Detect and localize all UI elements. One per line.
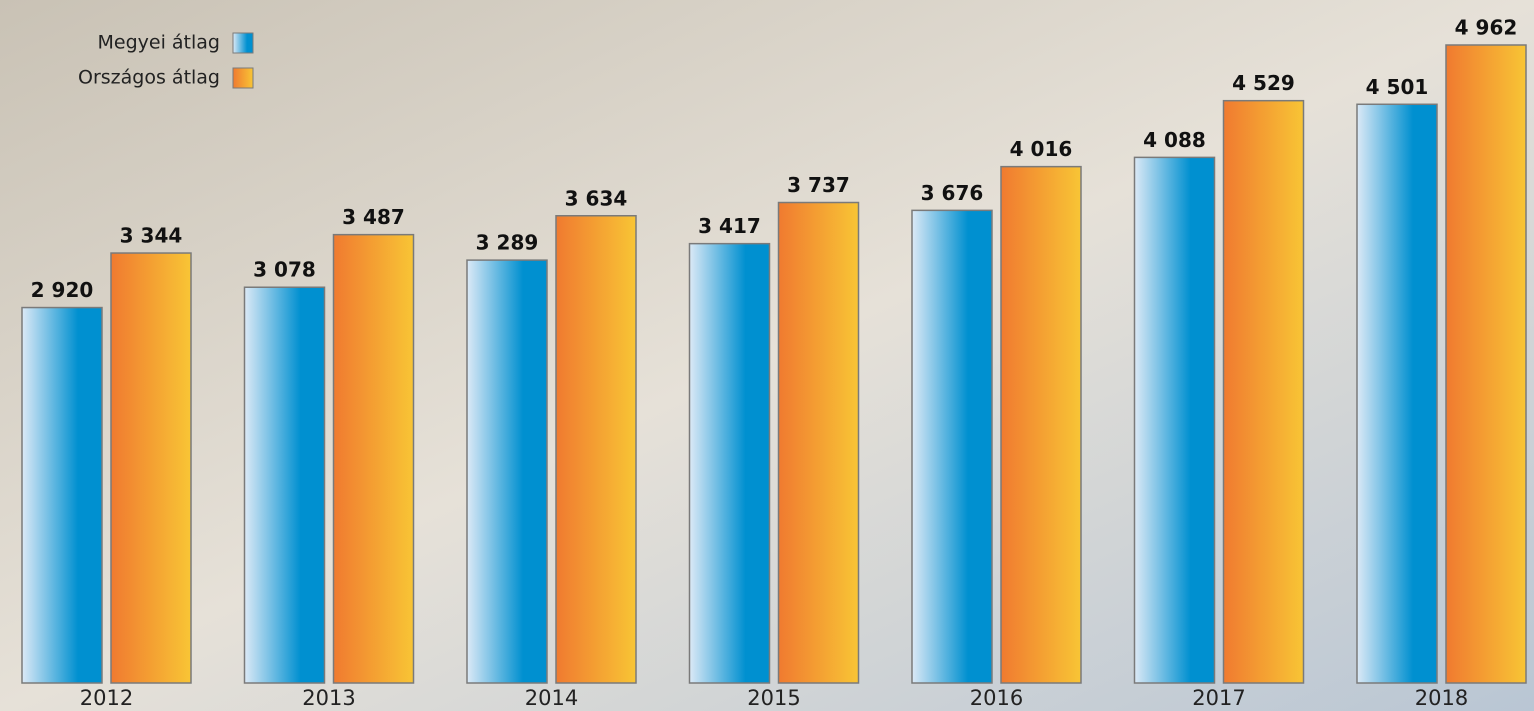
legend-swatch — [232, 67, 254, 89]
bar — [332, 233, 415, 684]
value-label: 4 016 — [1010, 137, 1073, 161]
value-label: 3 634 — [565, 186, 628, 210]
bar — [911, 209, 993, 684]
bar — [243, 286, 326, 684]
x-tick-label: 2015 — [747, 686, 800, 710]
value-label: 2 920 — [31, 278, 94, 302]
legend-label: Országos átlag — [78, 67, 220, 89]
x-tick-label: 2013 — [302, 686, 355, 710]
bar — [21, 306, 103, 684]
bar — [1133, 156, 1216, 684]
value-label: 3 417 — [698, 214, 761, 238]
value-label: 4 088 — [1143, 128, 1206, 152]
legend-swatch — [232, 32, 254, 54]
x-tick-label: 2012 — [80, 686, 133, 710]
legend-label: Megyei átlag — [98, 32, 220, 54]
bar — [466, 259, 548, 684]
x-tick-label: 2017 — [1192, 686, 1245, 710]
value-label: 4 501 — [1366, 75, 1429, 99]
value-label: 3 676 — [921, 181, 984, 205]
bar — [1356, 103, 1438, 684]
bar — [1222, 99, 1305, 684]
value-label: 3 289 — [476, 231, 539, 255]
value-label: 4 962 — [1455, 16, 1518, 40]
value-label: 3 737 — [787, 173, 850, 197]
value-label: 3 344 — [120, 224, 183, 248]
x-tick-label: 2016 — [970, 686, 1023, 710]
bar — [688, 242, 771, 684]
bar — [555, 215, 637, 684]
x-tick-label: 2014 — [525, 686, 578, 710]
bar — [1445, 44, 1527, 684]
bar — [777, 201, 860, 684]
bar — [110, 252, 192, 684]
x-tick-label: 2018 — [1415, 686, 1468, 710]
bar — [1000, 165, 1082, 684]
value-label: 4 529 — [1232, 71, 1295, 95]
value-label: 3 487 — [342, 205, 405, 229]
value-label: 3 078 — [253, 258, 316, 282]
